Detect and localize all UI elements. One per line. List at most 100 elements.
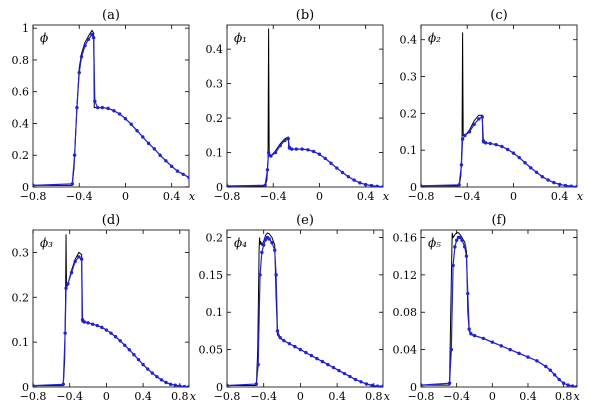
data-point xyxy=(123,343,127,347)
data-point xyxy=(129,122,133,126)
x-tick-label: −0.8 xyxy=(408,190,435,203)
data-point xyxy=(33,183,35,187)
data-point xyxy=(557,182,562,187)
data-point xyxy=(346,174,351,179)
data-point xyxy=(168,382,173,387)
x-axis-label: x xyxy=(384,390,391,403)
data-point xyxy=(173,383,177,387)
panel-1: (b) ϕ₁ −0.8 −0.4 0 0.4 x 0 0.1 0.2 0.3 0.4 xyxy=(206,8,390,203)
data-point xyxy=(451,263,455,268)
data-point xyxy=(569,184,573,187)
data-point xyxy=(187,384,189,387)
data-point xyxy=(488,141,493,146)
data-point xyxy=(342,371,347,376)
data-point xyxy=(552,180,556,185)
data-point xyxy=(267,237,271,241)
data-point xyxy=(460,137,465,141)
y-tick-label: 1 xyxy=(22,22,29,35)
x-axis-label: x xyxy=(189,190,196,203)
data-point xyxy=(364,382,369,386)
data-point xyxy=(508,347,512,352)
panel-title: (e) xyxy=(296,213,314,228)
data-point xyxy=(467,130,472,134)
data-point xyxy=(152,147,157,151)
data-point xyxy=(517,155,521,160)
y-tick-label: 0 xyxy=(410,181,417,194)
data-point xyxy=(472,122,476,127)
data-point xyxy=(329,161,333,165)
series-label: ϕ₃ xyxy=(40,236,53,250)
series-label: ϕ₅ xyxy=(428,236,441,250)
data-point xyxy=(293,344,297,349)
data-point xyxy=(104,328,109,332)
data-point xyxy=(282,338,286,343)
data-point xyxy=(141,362,145,367)
series-label: ϕ xyxy=(40,31,48,45)
data-point xyxy=(381,184,383,187)
data-point xyxy=(227,184,229,187)
data-point xyxy=(469,332,473,336)
x-tick-label: 0.4 xyxy=(163,190,181,203)
data-point xyxy=(187,175,189,180)
y-tick-label: 0.2 xyxy=(400,107,418,120)
data-point xyxy=(61,382,65,387)
data-point xyxy=(481,139,486,143)
data-point xyxy=(83,43,87,48)
data-point xyxy=(132,353,136,357)
y-tick-label: 0.2 xyxy=(206,231,224,244)
data-point xyxy=(472,333,477,338)
data-point xyxy=(359,380,363,384)
data-point xyxy=(458,235,462,240)
data-point xyxy=(315,356,319,361)
data-point xyxy=(464,254,469,258)
data-point xyxy=(72,153,77,157)
data-point xyxy=(278,335,282,340)
data-point xyxy=(146,367,150,371)
data-point xyxy=(337,368,341,373)
panel-0: (a) ϕ −0.8 −0.4 0 0.4 x 0 0.2 0.4 0.6 0.8 1 xyxy=(12,8,196,203)
data-point xyxy=(90,322,95,326)
x-tick-label: 0.4 xyxy=(134,390,152,403)
plot-frame xyxy=(420,229,578,388)
panel-title: (a) xyxy=(102,8,120,23)
x-tick-label: 0.4 xyxy=(519,390,537,403)
data-point xyxy=(79,55,84,59)
data-point xyxy=(381,384,383,387)
x-tick-label: 0 xyxy=(103,390,110,403)
y-tick-label: 0.3 xyxy=(206,78,224,91)
data-point xyxy=(499,344,503,348)
data-point xyxy=(369,183,374,187)
data-point xyxy=(266,150,271,155)
x-tick-label: −0.8 xyxy=(408,390,435,403)
data-point xyxy=(136,357,141,362)
data-point xyxy=(563,183,568,187)
approximation-line xyxy=(33,256,189,387)
approximation-line xyxy=(421,116,577,187)
x-axis-label: x xyxy=(383,190,390,203)
data-point xyxy=(95,323,99,328)
data-point xyxy=(477,117,481,121)
x-tick-label: −0.4 xyxy=(260,190,287,203)
data-point xyxy=(117,112,122,116)
data-point xyxy=(283,138,287,143)
data-point xyxy=(106,106,110,111)
x-tick-label: −0.4 xyxy=(443,390,470,403)
data-point xyxy=(421,184,423,187)
data-point xyxy=(90,32,94,37)
data-point xyxy=(462,245,467,249)
data-point xyxy=(526,355,530,359)
approximation-line xyxy=(227,137,383,187)
data-point xyxy=(164,380,168,385)
y-tick-label: 0.3 xyxy=(400,71,418,84)
data-point xyxy=(544,364,548,369)
data-point xyxy=(127,348,132,352)
data-point xyxy=(540,174,545,179)
y-tick-label: 0.12 xyxy=(393,269,418,282)
data-point xyxy=(375,184,379,187)
panel-data xyxy=(33,29,189,187)
data-point xyxy=(77,255,81,259)
data-point xyxy=(570,384,575,387)
y-tick-label: 0.1 xyxy=(206,306,224,319)
data-point xyxy=(86,321,90,325)
